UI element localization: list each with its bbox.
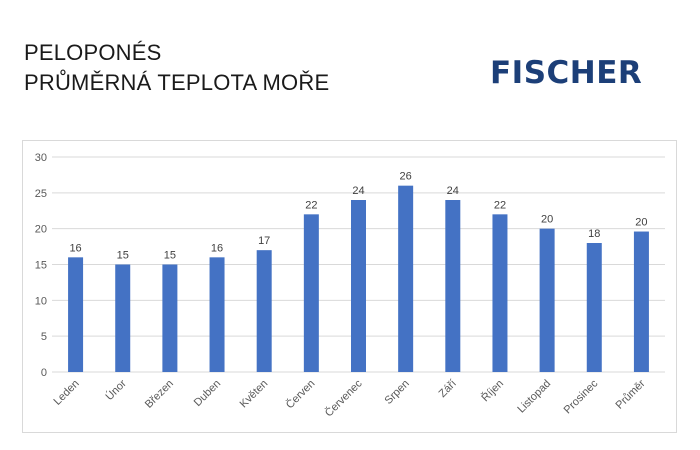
y-tick-label: 30 <box>35 152 47 164</box>
bar-data-label: 15 <box>117 250 129 262</box>
x-tick-label: Březen <box>143 378 176 411</box>
y-tick-label: 0 <box>41 367 47 379</box>
bar-data-label: 18 <box>588 228 600 240</box>
y-tick-label: 25 <box>35 188 47 200</box>
bar-data-label: 20 <box>541 214 553 226</box>
bar-data-label: 24 <box>447 185 459 197</box>
bar <box>633 231 649 372</box>
bar <box>586 243 602 372</box>
x-axis-ticks: Leden Únor Březen Duben Květen Červen Červenec… <box>52 377 648 420</box>
bar <box>539 228 555 372</box>
fischer-logo: FISCHER <box>490 55 643 91</box>
x-tick-label: Květen <box>238 378 271 411</box>
bar-data-label: 15 <box>164 250 176 262</box>
bar <box>209 257 225 372</box>
x-tick-label: Únor <box>103 377 129 403</box>
bar-data-label: 22 <box>494 199 506 211</box>
y-tick-label: 20 <box>35 224 47 236</box>
bar <box>398 185 414 372</box>
x-tick-label: Červen <box>283 377 317 411</box>
bar-data-label: 20 <box>635 217 647 229</box>
x-tick-label: Prosinec <box>562 377 601 416</box>
bar-data-label: 24 <box>352 185 364 197</box>
title-line-region: PELOPONÉS <box>24 40 162 65</box>
y-axis-ticks: 0 5 10 15 20 25 30 <box>35 152 47 379</box>
page-title: PELOPONÉS PRŮMĚRNÁ TEPLOTA MOŘE <box>24 38 329 98</box>
bar <box>351 200 366 372</box>
x-tick-label: Září <box>437 378 459 400</box>
data-labels: 16 15 15 16 17 22 24 26 24 22 20 18 20 <box>69 171 647 262</box>
bar-data-label: 16 <box>211 242 223 254</box>
bar <box>256 250 272 372</box>
x-tick-label: Červenec <box>322 377 365 420</box>
x-tick-label: Duben <box>192 378 223 409</box>
bar-data-label: 26 <box>400 171 412 183</box>
bars <box>68 185 649 372</box>
y-tick-label: 10 <box>35 295 47 307</box>
x-tick-label: Listopad <box>515 378 553 416</box>
bar <box>445 200 461 372</box>
bar <box>303 214 319 372</box>
bar-data-label: 17 <box>258 235 270 247</box>
y-tick-label: 5 <box>41 331 47 343</box>
bar-data-label: 16 <box>69 242 81 254</box>
bar <box>162 264 178 372</box>
bar-data-label: 22 <box>305 199 317 211</box>
x-tick-label: Říjen <box>479 377 506 404</box>
x-tick-label: Leden <box>52 378 82 408</box>
title-line-subject: PRŮMĚRNÁ TEPLOTA MOŘE <box>24 70 330 95</box>
x-tick-label: Srpen <box>383 378 412 407</box>
y-tick-label: 15 <box>35 260 47 272</box>
x-tick-label: Průměr <box>614 377 648 411</box>
bar <box>115 264 131 372</box>
bar <box>68 257 84 372</box>
chart-frame <box>22 140 677 433</box>
bar <box>492 214 508 372</box>
